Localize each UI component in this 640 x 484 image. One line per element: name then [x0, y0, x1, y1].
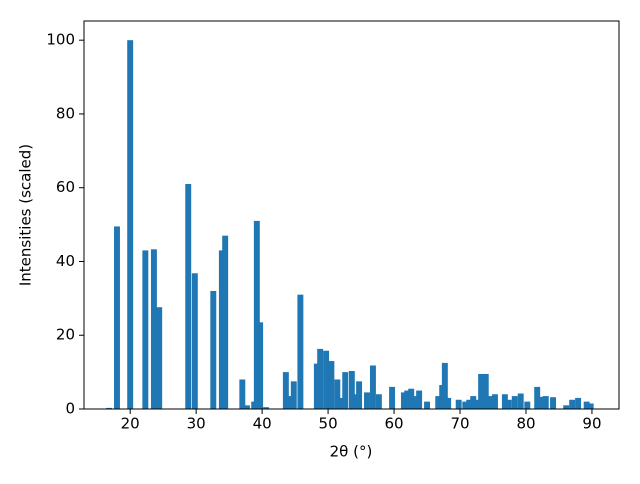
bar — [501, 394, 508, 409]
bar — [323, 350, 330, 409]
bar — [375, 394, 382, 409]
bar — [342, 372, 349, 409]
bar — [328, 361, 335, 409]
bar — [478, 373, 485, 409]
bar — [369, 365, 376, 409]
bar — [150, 249, 157, 409]
bar — [400, 392, 407, 409]
bar — [210, 290, 217, 409]
bar — [455, 399, 462, 409]
x-tick-label: 50 — [319, 415, 338, 433]
x-tick-label: 40 — [253, 415, 272, 433]
bar — [482, 373, 489, 409]
bar — [127, 40, 134, 409]
bar — [191, 273, 198, 409]
x-axis-label: 2θ (°) — [330, 443, 373, 461]
bar — [524, 401, 531, 409]
x-tick-label: 90 — [582, 415, 601, 433]
bar — [404, 390, 411, 409]
bar — [338, 397, 345, 409]
bar — [466, 399, 473, 409]
bar — [257, 322, 264, 409]
y-tick-label: 20 — [56, 326, 75, 344]
y-axis-label: Intensities (scaled) — [17, 144, 35, 286]
bar — [542, 396, 549, 409]
x-tick-label: 80 — [516, 415, 535, 433]
y-tick-label: 40 — [56, 252, 75, 270]
bar — [297, 294, 304, 409]
bar — [239, 379, 246, 409]
x-tick-label: 20 — [121, 415, 140, 433]
x-tick-label: 60 — [385, 415, 404, 433]
bar — [356, 381, 363, 409]
bar — [534, 386, 541, 409]
bar — [424, 401, 431, 409]
bar — [142, 250, 149, 409]
x-tick-label: 30 — [187, 415, 206, 433]
bar — [263, 407, 270, 409]
bar — [364, 392, 370, 409]
bar — [352, 394, 359, 409]
plot-frame — [83, 20, 620, 410]
bar — [290, 381, 297, 409]
bar — [563, 405, 570, 409]
bar — [389, 386, 396, 409]
bar — [156, 307, 163, 409]
bar — [408, 388, 415, 409]
bar — [517, 393, 524, 409]
bar — [486, 396, 493, 409]
bar — [317, 348, 324, 409]
bar — [587, 403, 594, 409]
y-tick-label: 60 — [56, 178, 75, 196]
bar — [286, 396, 293, 409]
bar — [445, 397, 452, 409]
bar — [313, 363, 320, 409]
bar — [583, 401, 590, 409]
bar — [348, 371, 355, 409]
bar — [538, 396, 545, 409]
bar — [474, 399, 481, 409]
bar — [492, 394, 498, 409]
bar — [470, 396, 477, 409]
bar — [334, 379, 341, 409]
bar — [185, 184, 192, 409]
y-tick-label: 80 — [56, 104, 75, 122]
bar — [511, 396, 518, 409]
bar — [416, 390, 423, 409]
bar — [218, 250, 225, 409]
bar — [253, 220, 260, 409]
bar — [106, 407, 113, 409]
bar — [575, 397, 582, 409]
bar — [114, 226, 120, 409]
bar — [282, 372, 289, 409]
bar — [550, 397, 557, 409]
bar — [222, 235, 229, 409]
y-tick-label: 0 — [65, 400, 75, 418]
y-tick-label: 100 — [46, 31, 75, 49]
x-tick-label: 70 — [450, 415, 469, 433]
bar — [569, 399, 576, 409]
bar — [505, 399, 512, 409]
bar — [462, 401, 469, 409]
bar — [435, 396, 442, 409]
bar — [412, 396, 419, 409]
bar — [441, 362, 448, 409]
bar — [243, 405, 250, 409]
